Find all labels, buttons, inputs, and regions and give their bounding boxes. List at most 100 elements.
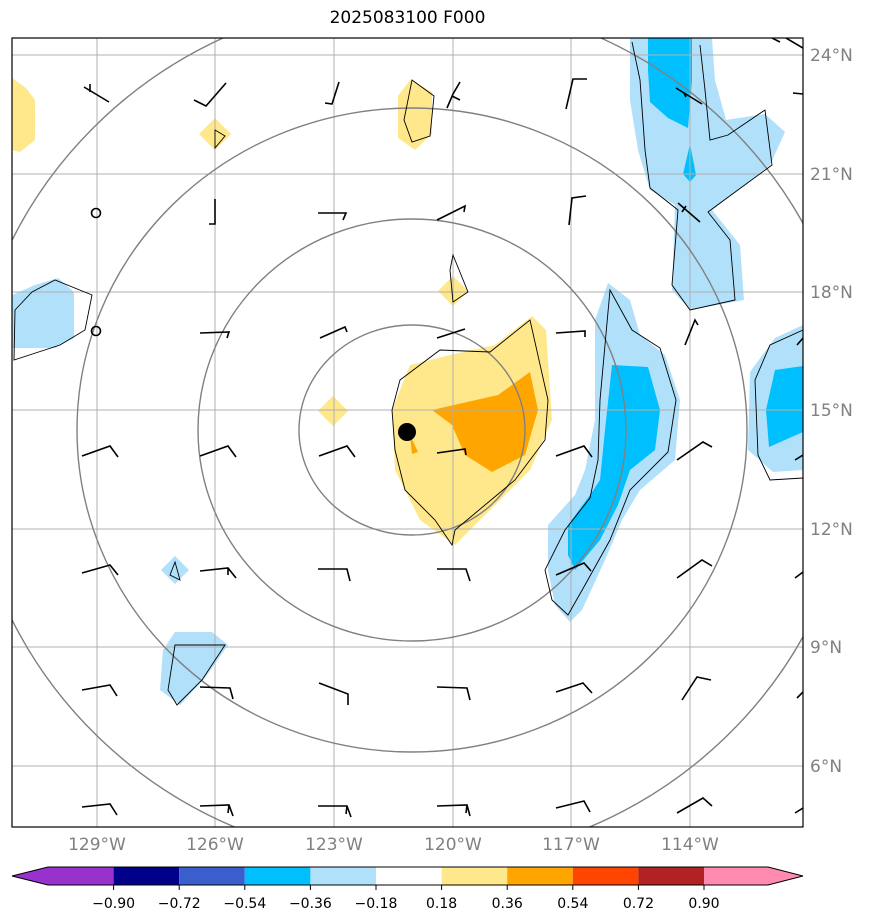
- lat-label-15n: 15°N: [810, 401, 853, 421]
- wind-barb: [555, 330, 586, 337]
- colorbar-swatch-3: [179, 867, 245, 885]
- colorbar-label: −0.90: [92, 896, 135, 912]
- lon-label-129w: 129°W: [68, 835, 126, 855]
- colorbar-extend-low: [12, 867, 48, 885]
- colorbar-label: 0.36: [492, 896, 523, 912]
- lat-label-18n: 18°N: [810, 283, 853, 303]
- colorbar-labels: −0.90 −0.72 −0.54 −0.36 −0.18 0.18 0.36 …: [92, 896, 719, 912]
- wind-barb: [81, 684, 118, 697]
- wind-barb: [83, 84, 110, 103]
- contour-top: [403, 79, 435, 143]
- wind-barb: [193, 82, 227, 107]
- lat-label-12n: 12°N: [810, 520, 853, 540]
- wind-barb: [199, 686, 234, 700]
- wind-barb: [436, 686, 471, 701]
- colorbar-label: −0.36: [289, 896, 332, 912]
- contour-left: [13, 279, 93, 361]
- wind-barb: [436, 448, 467, 456]
- colorbar-swatch-9: [572, 867, 639, 885]
- wind-calm-circle: [90, 207, 102, 219]
- wind-barb: [436, 204, 467, 221]
- contour-small-left: [169, 560, 181, 581]
- wind-barb: [676, 441, 713, 461]
- colorbar-swatch-5: [310, 867, 376, 885]
- neg-area-top-right-core: [648, 38, 692, 128]
- wind-barb: [568, 195, 587, 226]
- wind-calm-circle: [90, 325, 102, 337]
- wind-barb: [677, 202, 701, 223]
- colorbar-swatch-11: [704, 867, 768, 885]
- colorbar-label: 0.54: [557, 896, 588, 912]
- wind-barb: [794, 571, 803, 579]
- contour-far-right: [754, 329, 803, 481]
- contour-top-left: [214, 129, 226, 150]
- wind-barb: [199, 445, 237, 458]
- pos-area-small-center: [318, 396, 348, 426]
- wind-barb: [209, 199, 216, 225]
- distance-ring-3: [76, 107, 748, 753]
- pos-area-left-edge: [12, 78, 35, 152]
- contour-north-spike: [449, 253, 469, 303]
- wind-barb: [199, 331, 231, 339]
- wind-barb: [81, 564, 119, 576]
- lat-label-21n: 21°N: [810, 165, 853, 185]
- colorbar-label: −0.18: [355, 896, 398, 912]
- wind-barb: [81, 803, 118, 816]
- lon-label-123w: 123°W: [305, 835, 363, 855]
- wind-barb: [318, 682, 349, 705]
- wind-barb: [199, 804, 234, 817]
- colorbar-swatch-8: [507, 867, 573, 885]
- longitude-labels: 129°W 126°W 123°W 120°W 117°W 114°W: [68, 835, 719, 855]
- colorbar-ticks: [113, 885, 705, 890]
- pos-area-center-core: [432, 372, 538, 472]
- colorbar-label: 0.18: [426, 896, 457, 912]
- wind-barb: [199, 567, 237, 579]
- lat-label-6n: 6°N: [810, 757, 842, 777]
- gridlines: [12, 38, 803, 827]
- colorbar-swatch-10: [638, 867, 704, 885]
- wind-barb: [437, 568, 471, 582]
- positive-anomaly-areas: [12, 78, 552, 545]
- colorbar-label: −0.54: [223, 896, 266, 912]
- colorbar-swatch-2: [113, 867, 180, 885]
- wind-barb: [555, 682, 593, 694]
- wind-barb: [792, 92, 803, 95]
- wind-barb: [675, 87, 703, 105]
- wind-barb: [436, 804, 471, 817]
- latitude-labels: 24°N 21°N 18°N 15°N 12°N 9°N 6°N: [810, 46, 853, 777]
- pos-area-top: [398, 80, 432, 150]
- wind-barb: [555, 445, 593, 458]
- distance-ring-1: [298, 324, 526, 536]
- wind-barb: [794, 807, 803, 814]
- wind-barb: [565, 78, 587, 110]
- wind-barb: [796, 337, 803, 346]
- wind-barb: [318, 445, 356, 458]
- colorbar-swatch-7: [441, 867, 508, 885]
- colorbar-label: 0.90: [688, 896, 719, 912]
- lat-label-24n: 24°N: [810, 46, 853, 66]
- wind-barb: [324, 81, 340, 105]
- lon-label-120w: 120°W: [424, 835, 482, 855]
- contour-outlines: [13, 41, 803, 706]
- wind-barb: [446, 81, 461, 109]
- storm-center-marker: [398, 423, 416, 441]
- contour-center: [391, 319, 549, 547]
- colorbar-swatch-1: [48, 867, 114, 885]
- colorbar: −0.90 −0.72 −0.54 −0.36 −0.18 0.18 0.36 …: [11, 866, 804, 912]
- plot-frame: [11, 37, 804, 828]
- wind-barb: [555, 562, 592, 576]
- wind-barb: [796, 691, 803, 699]
- neg-area-right-band-core: [568, 365, 660, 570]
- colorbar-swatch-6: [376, 867, 442, 885]
- neg-area-bottom-left: [160, 632, 228, 705]
- map-title: 2025083100 F000: [329, 8, 486, 28]
- neg-area-far-right-core: [766, 366, 803, 447]
- wind-barb: [436, 328, 466, 339]
- colorbar-outline: [11, 866, 804, 886]
- wind-barb: [794, 454, 803, 461]
- colorbar-extend-high: [768, 867, 803, 885]
- contour-top-right: [631, 41, 773, 311]
- wind-barb: [555, 800, 591, 813]
- neg-area-left: [12, 278, 74, 348]
